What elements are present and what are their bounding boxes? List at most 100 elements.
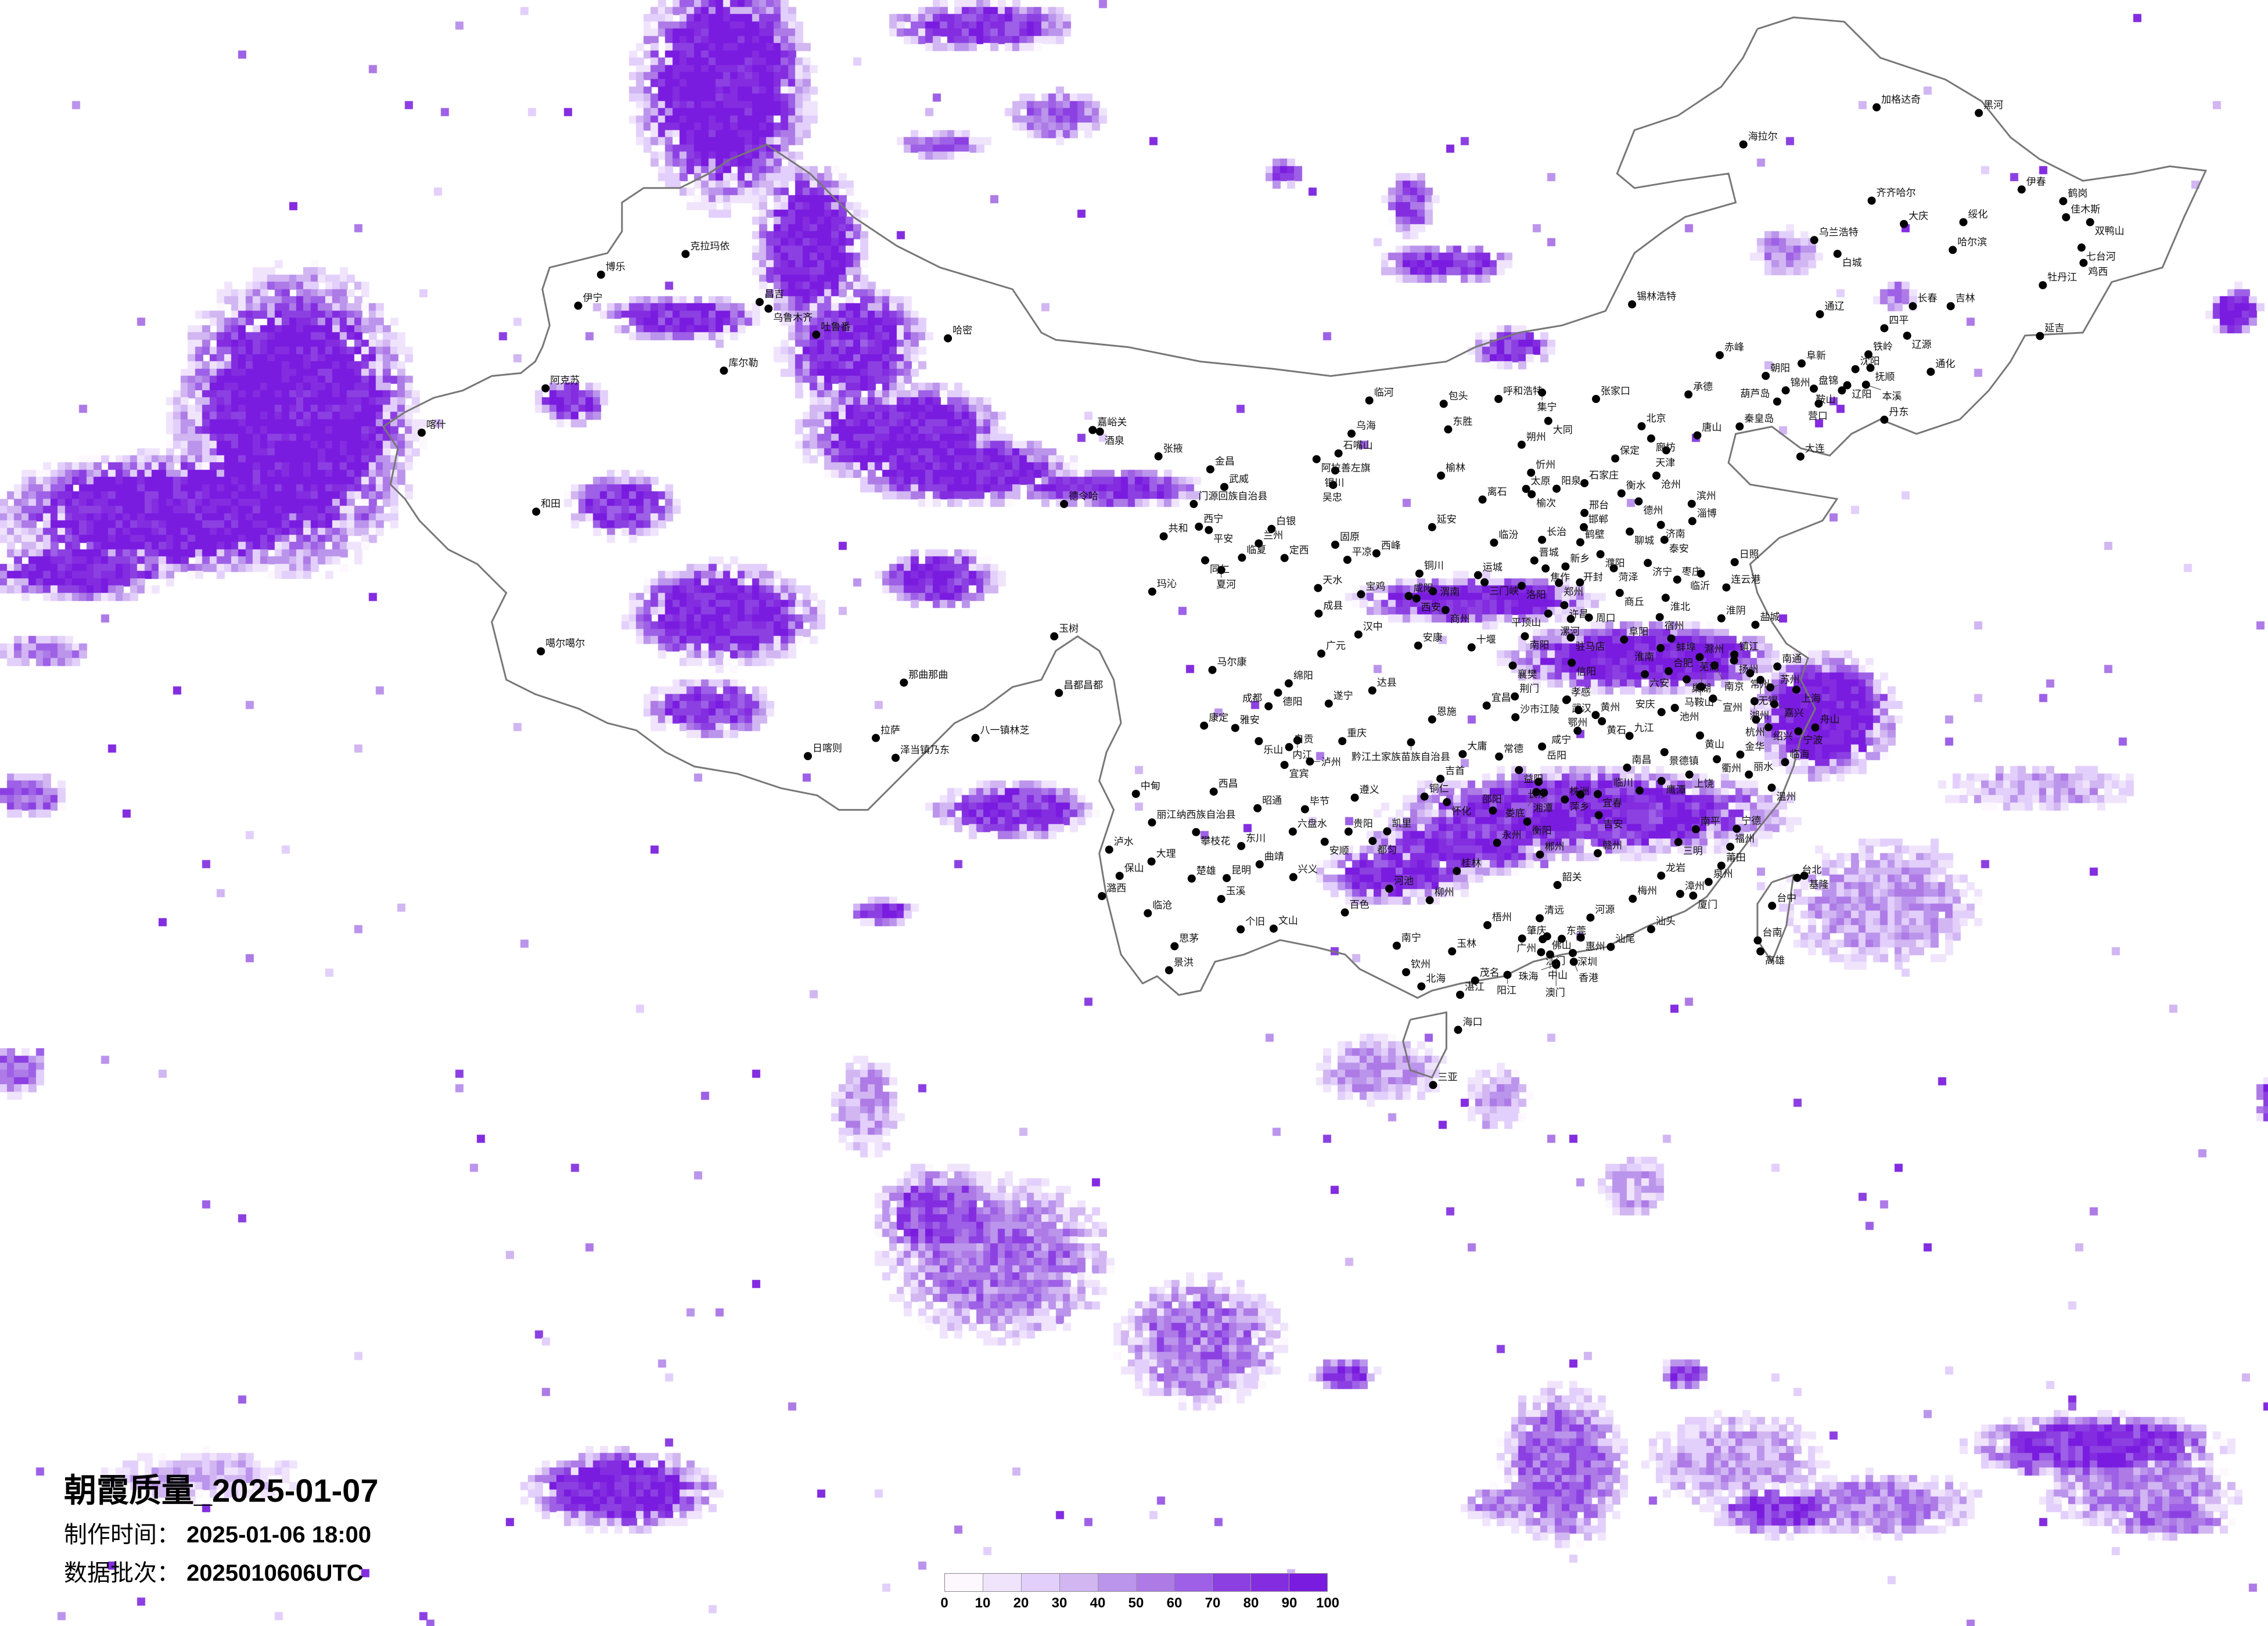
city-dot-icon (1238, 553, 1246, 562)
city-dot-icon (1350, 793, 1359, 802)
city-dot-icon (1722, 583, 1731, 592)
city-label: 延安 (1437, 514, 1457, 526)
city-dot-icon (1312, 455, 1321, 463)
city-label: 台中 (1777, 893, 1796, 904)
city-dot-icon (1634, 497, 1643, 506)
city-label: 昌都昌都 (1063, 679, 1103, 691)
city-label: 漳州 (1685, 880, 1705, 892)
colorbar-swatch (1021, 1574, 1060, 1591)
city-dot-icon (1811, 723, 1820, 732)
city-label: 台北 (1802, 865, 1821, 876)
city-label: 自贡 (1294, 734, 1314, 746)
city-dot-icon (1154, 452, 1163, 461)
city-dot-icon (1768, 901, 1777, 910)
city-dot-icon (1439, 400, 1448, 408)
city-label: 大庸 (1467, 741, 1487, 753)
city-label: 吉安 (1604, 819, 1623, 830)
city-label: 绵阳 (1293, 670, 1313, 682)
city-dot-icon (1949, 246, 1957, 254)
city-label: 河池 (1394, 875, 1414, 887)
city-label: 襄樊 (1518, 668, 1537, 681)
city-label: 郴州 (1545, 841, 1565, 853)
city-label: 黄山 (1705, 739, 1724, 751)
city-dot-icon (1490, 538, 1498, 547)
taiwan-boundary (1756, 873, 1795, 964)
city-label: 江门 (1545, 956, 1565, 967)
city-dot-icon (1606, 942, 1615, 951)
city-label: 葫芦岛 (1740, 388, 1770, 400)
city-dot-icon (1573, 726, 1582, 735)
city-dot-icon (1926, 368, 1935, 376)
city-label: 梧州 (1492, 912, 1512, 923)
city-dot-icon (1591, 711, 1600, 720)
city-label: 黔江土家族苗族自治县 (1352, 751, 1450, 763)
city-dot-icon (1584, 613, 1593, 622)
city-label: 重庆 (1347, 728, 1367, 739)
city-label: 定西 (1289, 545, 1309, 556)
city-dot-icon (872, 733, 880, 742)
city-label: 牡丹江 (2047, 272, 2077, 283)
city-dot-icon (1552, 484, 1561, 493)
city-label: 淮北 (1670, 601, 1690, 613)
city-label: 北京 (1647, 413, 1666, 425)
city-dot-icon (1231, 724, 1239, 732)
city-dot-icon (574, 301, 583, 310)
city-dot-icon (756, 298, 764, 307)
city-label: 临沧 (1152, 900, 1172, 912)
city-label: 铜川 (1424, 560, 1444, 572)
city-label: 包头 (1448, 390, 1468, 402)
city-dot-icon (944, 334, 953, 343)
city-label: 黄石 (1606, 725, 1626, 736)
city-label: 邢台 (1589, 499, 1609, 511)
city-dot-icon (1340, 908, 1349, 917)
city-label: 大同 (1553, 425, 1573, 436)
city-label: 承德 (1693, 381, 1713, 393)
city-dot-icon (1561, 795, 1569, 804)
city-dot-icon (1636, 786, 1644, 795)
city-dot-icon (1131, 790, 1140, 798)
city-dot-icon (1098, 892, 1106, 901)
city-dot-icon (1626, 527, 1634, 536)
city-dot-icon (1425, 896, 1434, 905)
data-batch-value: 2025010606UTC (186, 1560, 364, 1586)
city-dot-icon (1753, 936, 1762, 945)
city-label: 和田 (541, 498, 560, 510)
city-dot-icon (1495, 752, 1504, 761)
city-dot-icon (1324, 699, 1333, 708)
city-label: 南京 (1724, 681, 1744, 693)
city-label: 泽当镇乃东 (900, 744, 950, 756)
city-label: 咸阳 (1414, 582, 1433, 594)
colorbar-tick-label: 50 (1128, 1595, 1144, 1611)
city-label: 绍兴 (1773, 731, 1793, 742)
city-dot-icon (1334, 449, 1343, 458)
city-label: 广元 (1326, 641, 1346, 652)
city-label: 长沙 (1528, 789, 1548, 800)
city-dot-icon (1793, 873, 1802, 882)
city-label: 德州 (1643, 505, 1663, 516)
city-label: 西安 (1421, 602, 1441, 614)
city-dot-icon (1255, 737, 1263, 746)
city-label: 岳阳 (1547, 750, 1566, 762)
city-label: 常德 (1504, 743, 1523, 755)
city-dot-icon (1159, 532, 1168, 541)
colorbar-swatch (1059, 1574, 1098, 1591)
city-dot-icon (1115, 872, 1124, 880)
city-label: 佳木斯 (2071, 204, 2100, 215)
city-label: 安康 (1423, 632, 1443, 644)
city-label: 商丘 (1624, 596, 1644, 608)
city-dot-icon (1255, 539, 1263, 548)
city-label: 六盘水 (1297, 818, 1327, 830)
city-dot-icon (1187, 874, 1196, 883)
city-dot-icon (1796, 452, 1805, 461)
city-label: 晋城 (1539, 547, 1559, 559)
city-label: 白城 (1842, 257, 1862, 269)
city-dot-icon (1314, 609, 1323, 618)
city-dot-icon (1685, 770, 1694, 779)
city-dot-icon (1436, 775, 1445, 783)
city-label: 同仁 (1210, 564, 1230, 575)
city-dot-icon (1713, 755, 1721, 764)
city-dot-icon (1592, 395, 1600, 403)
city-dot-icon (1223, 874, 1231, 883)
city-label: 济宁 (1652, 566, 1672, 578)
